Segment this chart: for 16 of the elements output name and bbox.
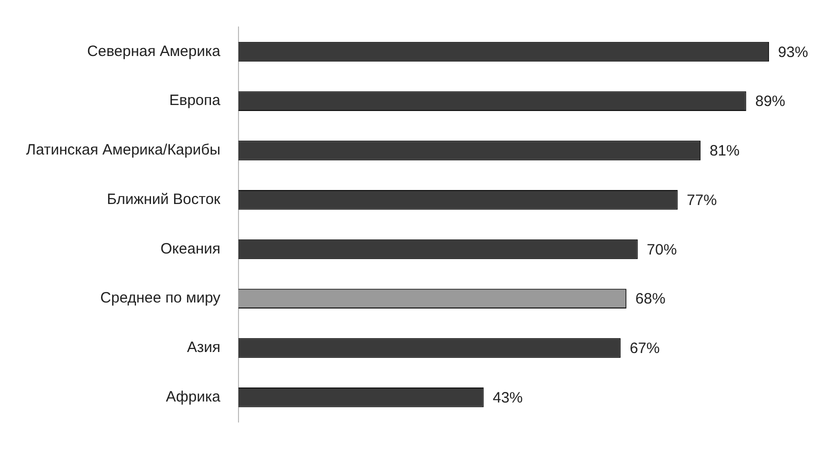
data-label: 70% [646, 241, 677, 258]
y-tick-label: Латинская Америка/Карибы [26, 142, 220, 159]
data-label: 93% [778, 44, 808, 61]
y-tick-label: Северная Америка [87, 42, 222, 60]
y-tick-label: Африка [166, 388, 222, 406]
y-tick-label: Европа [169, 92, 222, 110]
data-label: 43% [492, 389, 523, 406]
y-tick-label: Океания [160, 240, 220, 258]
y-tick-label: Среднее по миру [100, 290, 221, 307]
data-label: 77% [686, 192, 717, 209]
y-tick-label: Ближний Восток [106, 190, 221, 208]
data-label: 67% [630, 340, 660, 358]
data-label: 89% [755, 93, 786, 110]
y-tick-label: Азия [186, 339, 220, 356]
data-label: 81% [710, 142, 740, 160]
data-label: 68% [635, 290, 666, 308]
